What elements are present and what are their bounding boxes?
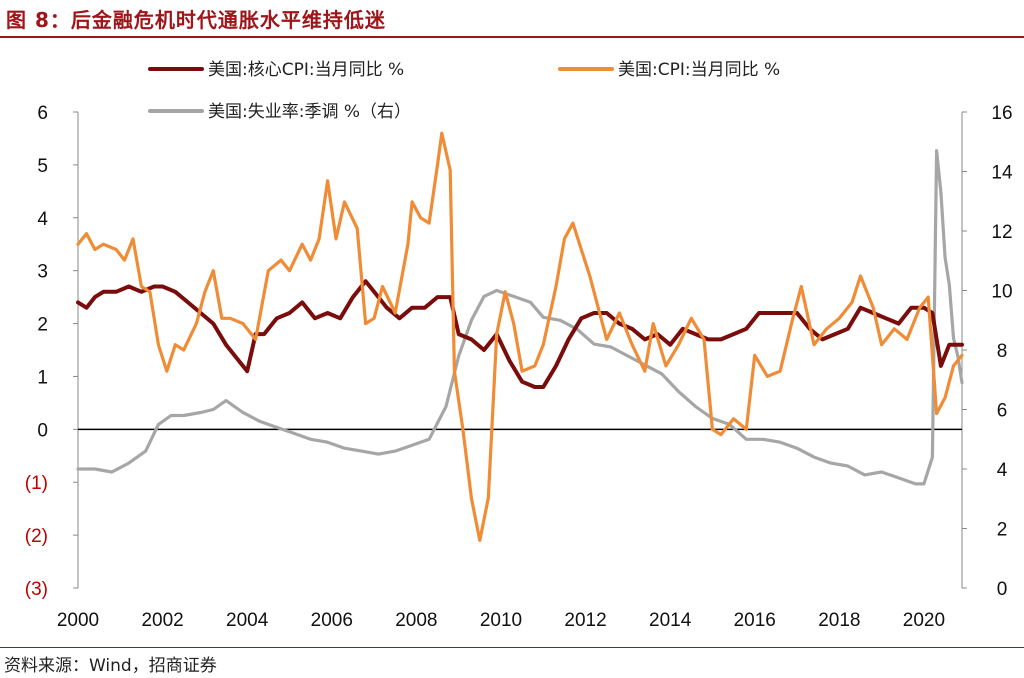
right-tick-label: 6 [997, 401, 1008, 422]
x-tick-label: 2006 [311, 610, 353, 631]
chart-title: 图 8：后金融危机时代通胀水平维持低迷 [6, 8, 386, 32]
left-tick-label: 5 [37, 156, 48, 177]
right-tick-label: 10 [991, 282, 1012, 303]
legend-label: 美国:失业率:季调 %（右） [208, 102, 411, 122]
right-tick-label: 8 [997, 341, 1008, 362]
x-tick-label: 2008 [395, 610, 437, 631]
x-tick-label: 2020 [903, 610, 945, 631]
left-tick-label: 6 [37, 103, 48, 124]
title-divider [0, 36, 1024, 38]
left-tick-label: (1) [25, 473, 48, 494]
right-tick-label: 12 [991, 222, 1012, 243]
x-tick-label: 2016 [734, 610, 776, 631]
series-line-unemployment [76, 149, 964, 486]
source-divider [0, 647, 1024, 648]
right-tick-label: 16 [991, 103, 1012, 124]
legend: 美国:核心CPI:当月同比 % 美国:CPI:当月同比 % 美国:失业率:季调 %（… [148, 60, 780, 122]
right-tick-label: 14 [991, 163, 1013, 184]
left-tick-label: 1 [37, 367, 48, 388]
x-tick-label: 2002 [141, 610, 183, 631]
x-tick-label: 2004 [226, 610, 269, 631]
series-lines [76, 131, 964, 542]
left-tick-label: 0 [37, 420, 48, 441]
left-tick-label: 3 [37, 262, 48, 283]
left-tick-label: (3) [25, 579, 48, 600]
x-tick-label: 2010 [480, 610, 522, 631]
left-tick-label: 2 [37, 315, 48, 336]
series-line-cpi [76, 131, 964, 542]
left-tick-label: (2) [25, 526, 48, 547]
legend-label: 美国:CPI:当月同比 % [618, 60, 780, 80]
legend-label: 美国:核心CPI:当月同比 % [208, 60, 404, 80]
series-line-core-cpi [76, 279, 964, 389]
right-tick-label: 2 [997, 520, 1008, 541]
left-tick-label: 4 [37, 209, 48, 230]
x-tick-label: 2014 [649, 610, 692, 631]
x-tick-label: 2018 [818, 610, 860, 631]
source-note: 资料来源：Wind，招商证券 [4, 656, 217, 676]
x-tick-label: 2012 [564, 610, 606, 631]
right-tick-label: 4 [997, 460, 1008, 481]
x-tick-label: 2000 [57, 610, 99, 631]
right-tick-label: 0 [997, 579, 1008, 600]
chart-canvas: 美国:核心CPI:当月同比 % 美国:CPI:当月同比 % 美国:失业率:季调 %（… [25, 60, 1013, 631]
